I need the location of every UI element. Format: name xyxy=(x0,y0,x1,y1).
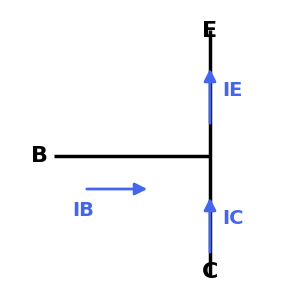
Text: IC: IC xyxy=(222,209,244,229)
Text: IB: IB xyxy=(72,200,94,220)
Text: C: C xyxy=(202,262,218,282)
Text: B: B xyxy=(31,146,48,166)
Text: IE: IE xyxy=(222,80,242,100)
Text: E: E xyxy=(202,21,217,41)
